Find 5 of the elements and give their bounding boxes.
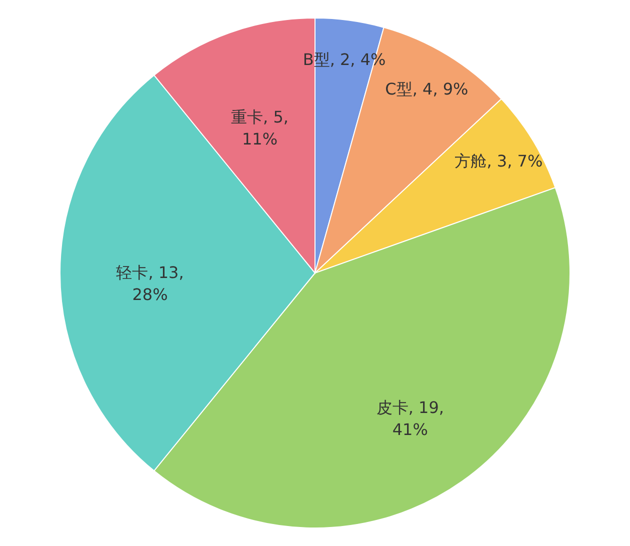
slice-label: 皮卡, 19, 41% <box>376 398 444 439</box>
slice-label: 重卡, 5, 11% <box>231 108 288 149</box>
slice-label: C型, 4, 9% <box>385 79 468 98</box>
slice-label: 方舱, 3, 7% <box>454 151 543 170</box>
slice-label: 轻卡, 13, 28% <box>116 263 184 304</box>
